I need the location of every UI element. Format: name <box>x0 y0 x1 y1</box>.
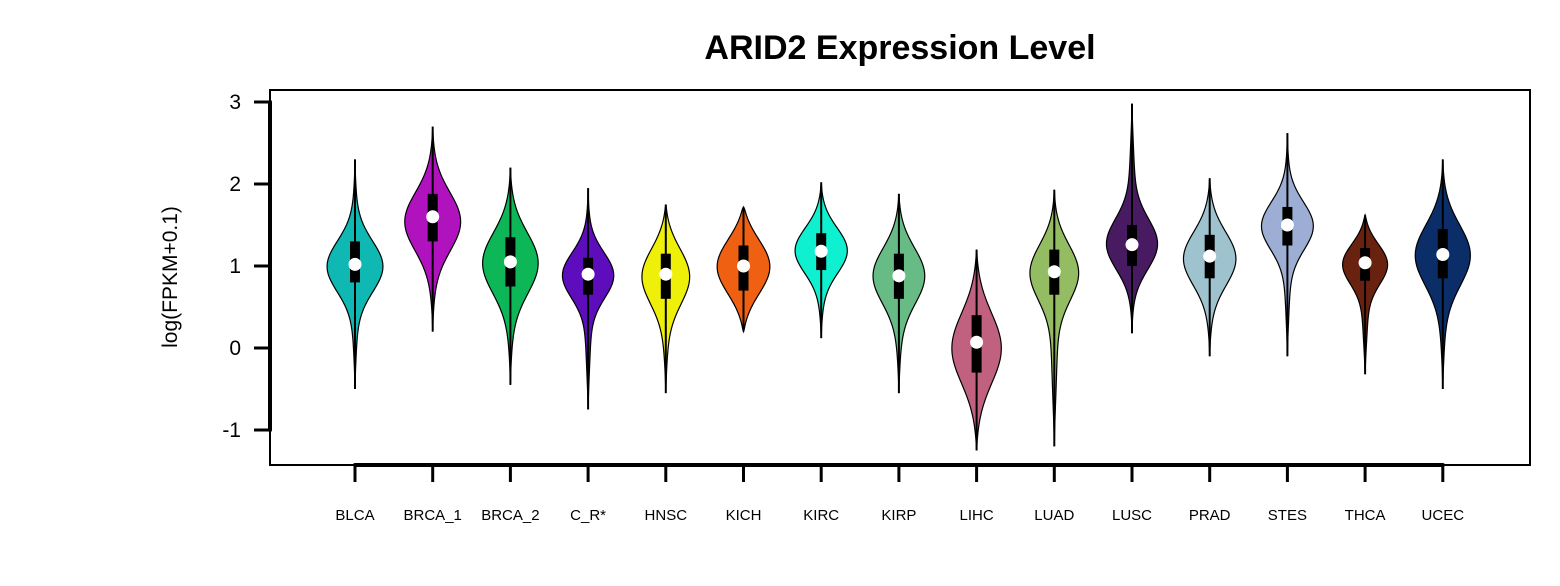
x-tick-label: BRCA_1 <box>404 507 462 524</box>
violin-median-point <box>970 335 984 349</box>
x-tick-label: UCEC <box>1422 507 1465 524</box>
violin-median-point <box>1358 256 1372 270</box>
violin-median-point <box>892 269 906 283</box>
violin-median-point <box>581 267 595 281</box>
violin-median-point <box>814 244 828 258</box>
violin-median-point <box>426 210 440 224</box>
violin-kirc <box>794 182 848 339</box>
violin-lusc <box>1105 103 1159 334</box>
violin-kirp <box>872 193 926 394</box>
x-tick-label: KIRC <box>803 507 839 524</box>
violin-median-point <box>1203 249 1217 263</box>
x-tick-label: BLCA <box>335 507 374 524</box>
violin-stes <box>1260 133 1314 357</box>
violin-hnsc <box>641 204 691 394</box>
x-tick-label: LUAD <box>1034 507 1074 524</box>
violin-kich <box>716 205 771 334</box>
violin-median-point <box>737 259 750 273</box>
x-tick-label: PRAD <box>1189 507 1231 524</box>
chart-title: ARID2 Expression Level <box>704 29 1095 67</box>
violin-c-r- <box>561 188 615 410</box>
violin-median-point <box>348 257 362 271</box>
violin-median-point <box>1047 265 1061 279</box>
violin-lihc <box>951 249 1002 451</box>
y-tick-label: 0 <box>229 337 241 360</box>
x-tick-label: KIRP <box>881 507 916 524</box>
violin-prad <box>1182 178 1237 357</box>
y-tick-label: 1 <box>229 255 241 278</box>
violin-median-point <box>1280 218 1294 232</box>
y-tick-label: -1 <box>222 419 241 442</box>
x-tick-label: HNSC <box>645 507 688 524</box>
x-axis: BLCA BRCA_1 BRCA_2 C_R* HNSC KICH KIRC KIRP LIHC… <box>335 463 1465 524</box>
x-tick-label: LIHC <box>960 507 994 524</box>
violin-blca <box>326 159 384 390</box>
x-tick-label: STES <box>1268 507 1307 524</box>
y-axis: -1 0 1 2 3 <box>222 91 272 442</box>
x-tick-label: BRCA_2 <box>481 507 539 524</box>
x-tick-label: C_R* <box>570 507 606 524</box>
x-tick-label: THCA <box>1345 507 1386 524</box>
violin-luad <box>1029 189 1080 447</box>
violin-brca-1 <box>404 126 462 332</box>
x-tick-label: KICH <box>726 507 762 524</box>
violin-ucec <box>1414 159 1471 390</box>
violin-thca <box>1341 213 1389 375</box>
violins <box>326 103 1471 451</box>
y-tick-label: 3 <box>229 91 241 114</box>
y-axis-label: log(FPKM+0.1) <box>159 206 182 348</box>
violin-median-point <box>1436 248 1450 262</box>
violin-median-point <box>659 267 673 281</box>
violin-brca-2 <box>482 167 539 385</box>
violin-median-point <box>1125 238 1139 252</box>
violin-median-point <box>503 255 517 269</box>
x-tick-label: LUSC <box>1112 507 1152 524</box>
y-tick-label: 2 <box>229 173 241 196</box>
